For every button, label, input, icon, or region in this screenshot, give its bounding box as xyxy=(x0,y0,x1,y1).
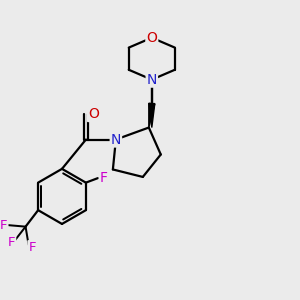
Text: F: F xyxy=(100,171,108,185)
Text: F: F xyxy=(0,219,8,232)
Text: N: N xyxy=(147,73,157,87)
Text: F: F xyxy=(28,241,36,254)
Text: F: F xyxy=(8,236,15,249)
Polygon shape xyxy=(149,103,155,128)
Text: O: O xyxy=(88,107,99,121)
Polygon shape xyxy=(149,103,155,127)
Text: N: N xyxy=(111,133,121,146)
Text: O: O xyxy=(146,31,157,45)
